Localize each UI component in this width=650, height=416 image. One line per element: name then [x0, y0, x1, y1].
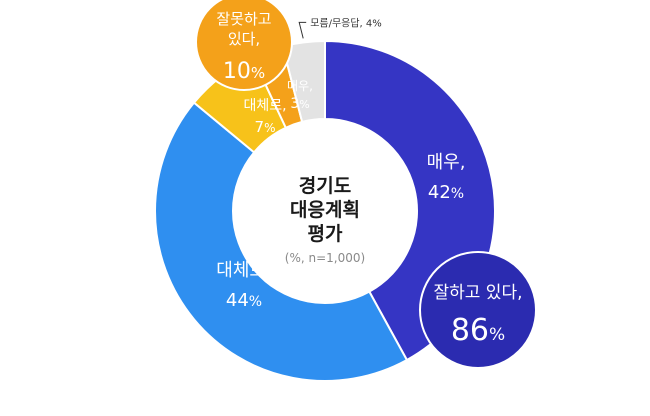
slice-label-very_good: 매우,: [427, 152, 466, 173]
slice-mostly_good: [154, 101, 409, 382]
slice-value-mostly_good: 44%: [226, 290, 262, 311]
callout-good-total-label: 잘하고 있다,: [433, 283, 522, 303]
leader-line-dont-know: [298, 21, 307, 39]
callout-bad-total: [195, 0, 293, 91]
slice-value-mostly_bad: 7%: [255, 118, 276, 136]
chart-title-line-2: 대응계획: [290, 199, 360, 221]
callout-bad-total-label-1: 잘못하고: [216, 10, 271, 28]
slice-label-dont_know: 모름/무응답, 4%: [310, 17, 382, 29]
callout-good-total: [419, 251, 537, 369]
callout-bad-total-value: 10%: [223, 59, 265, 84]
slice-labels: 매우, 42% 대체로, 44% 대체로, 7% 매우, 3% 모름/무응답, 4%: [216, 17, 465, 311]
callout-bad-total-label-2: 있다,: [228, 30, 260, 48]
chart-title-line-1: 경기도: [299, 175, 351, 197]
chart-title-line-3: 평가: [308, 223, 343, 245]
slice-label-mostly_bad: 대체로,: [243, 98, 286, 114]
slice-value-very_bad: 3%: [290, 96, 309, 112]
chart-subtitle: (%, n=1,000): [285, 251, 365, 265]
donut-hole: [253, 139, 397, 283]
slice-dont_know: [281, 39, 326, 124]
slice-value-very_good: 42%: [428, 182, 464, 203]
slice-label-mostly_good: 대체로,: [216, 260, 271, 281]
slice-label-very_bad: 매우,: [287, 79, 313, 93]
